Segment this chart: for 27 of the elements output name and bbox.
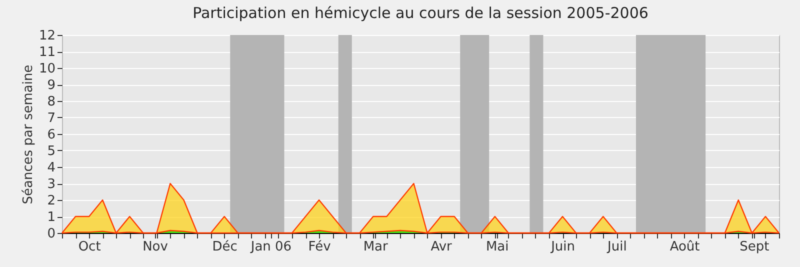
y-tick-label: 1 (47, 210, 56, 225)
y-tick-label: 10 (38, 62, 56, 76)
y-tick-label: 4 (47, 160, 56, 176)
x-tick-label: Avr (430, 240, 453, 254)
x-tick-label: Déc (212, 240, 238, 254)
y-tick-label: 2 (47, 194, 56, 208)
x-tick-label: Sept (740, 240, 770, 254)
x-tick-label: Juil (606, 240, 627, 254)
y-tick-label: 9 (47, 78, 56, 93)
y-tick-label: 6 (47, 128, 56, 142)
x-tick-label: Oct (78, 240, 101, 254)
x-tick-label: Nov (142, 240, 168, 254)
x-tick-label: Mar (363, 240, 388, 254)
x-tick-label: Mai (486, 240, 509, 254)
x-tick-label: Jan 06 (250, 240, 292, 254)
y-tick-label: 8 (47, 94, 56, 110)
y-tick-label: 12 (38, 28, 56, 44)
y-tick-label: 0 (47, 226, 56, 242)
y-axis-title: Séances par semaine (20, 64, 36, 204)
y-tick-label: 7 (47, 111, 56, 126)
x-tick-label: Fév (308, 240, 332, 254)
x-tick-label: Juin (550, 240, 576, 254)
y-tick-label: 11 (38, 45, 56, 60)
y-tick-label: 5 (47, 144, 56, 159)
y-tick-label: 3 (47, 177, 56, 192)
x-tick-label: Août (670, 240, 700, 254)
chart-title: Participation en hémicycle au cours de la session 2005-2006 (192, 4, 648, 22)
